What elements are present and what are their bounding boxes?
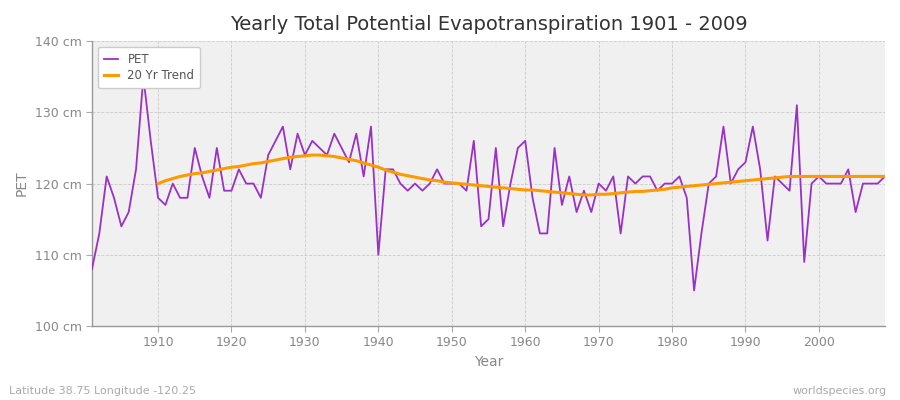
PET xyxy=(527,196,538,200)
20 Yr Trend xyxy=(153,181,164,186)
20 Yr Trend xyxy=(600,192,611,197)
PET xyxy=(879,174,890,179)
PET xyxy=(314,146,325,150)
20 Yr Trend xyxy=(307,153,318,158)
PET xyxy=(138,74,148,79)
20 Yr Trend xyxy=(328,154,339,159)
20 Yr Trend xyxy=(579,192,590,197)
PET xyxy=(520,138,531,143)
Title: Yearly Total Potential Evapotranspiration 1901 - 2009: Yearly Total Potential Evapotranspiratio… xyxy=(230,15,747,34)
Y-axis label: PET: PET xyxy=(15,171,29,196)
Legend: PET, 20 Yr Trend: PET, 20 Yr Trend xyxy=(98,47,201,88)
PET xyxy=(86,267,97,272)
PET xyxy=(688,288,699,293)
Line: 20 Yr Trend: 20 Yr Trend xyxy=(158,155,885,195)
PET xyxy=(358,174,369,179)
20 Yr Trend xyxy=(535,188,545,193)
Line: PET: PET xyxy=(92,77,885,290)
20 Yr Trend xyxy=(292,154,303,159)
X-axis label: Year: Year xyxy=(473,355,503,369)
20 Yr Trend xyxy=(879,174,890,179)
Text: Latitude 38.75 Longitude -120.25: Latitude 38.75 Longitude -120.25 xyxy=(9,386,196,396)
20 Yr Trend xyxy=(858,174,868,179)
PET xyxy=(616,231,626,236)
20 Yr Trend xyxy=(835,174,846,179)
PET xyxy=(153,196,164,200)
Text: worldspecies.org: worldspecies.org xyxy=(792,386,886,396)
